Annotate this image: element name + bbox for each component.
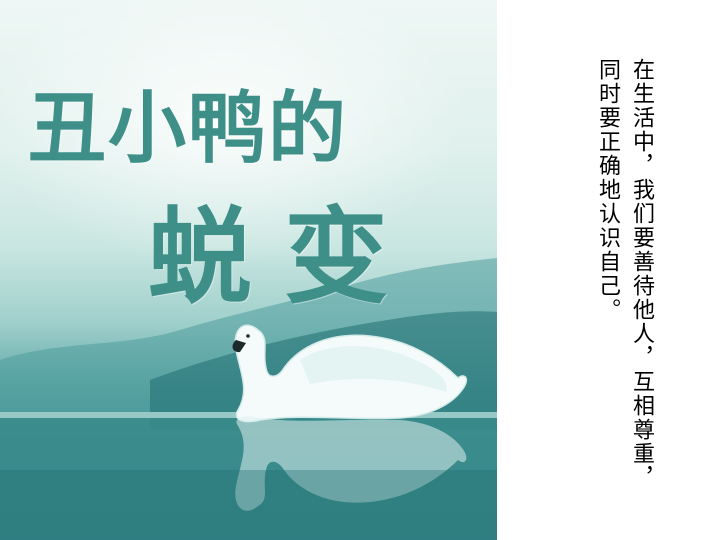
title-illustration: 丑小鸭的 蜕变 [0, 0, 497, 540]
water-shade [0, 470, 497, 540]
body-text: 在生活中，我们要善待他人，互相尊重，同时要正确地认识自己。 [595, 58, 654, 490]
title-line-1: 丑小鸭的 [28, 83, 349, 174]
lake-scene [0, 258, 497, 540]
swan-icon [232, 324, 468, 423]
swan-reflection [235, 416, 467, 511]
title-line-2: 蜕变 [148, 195, 421, 318]
